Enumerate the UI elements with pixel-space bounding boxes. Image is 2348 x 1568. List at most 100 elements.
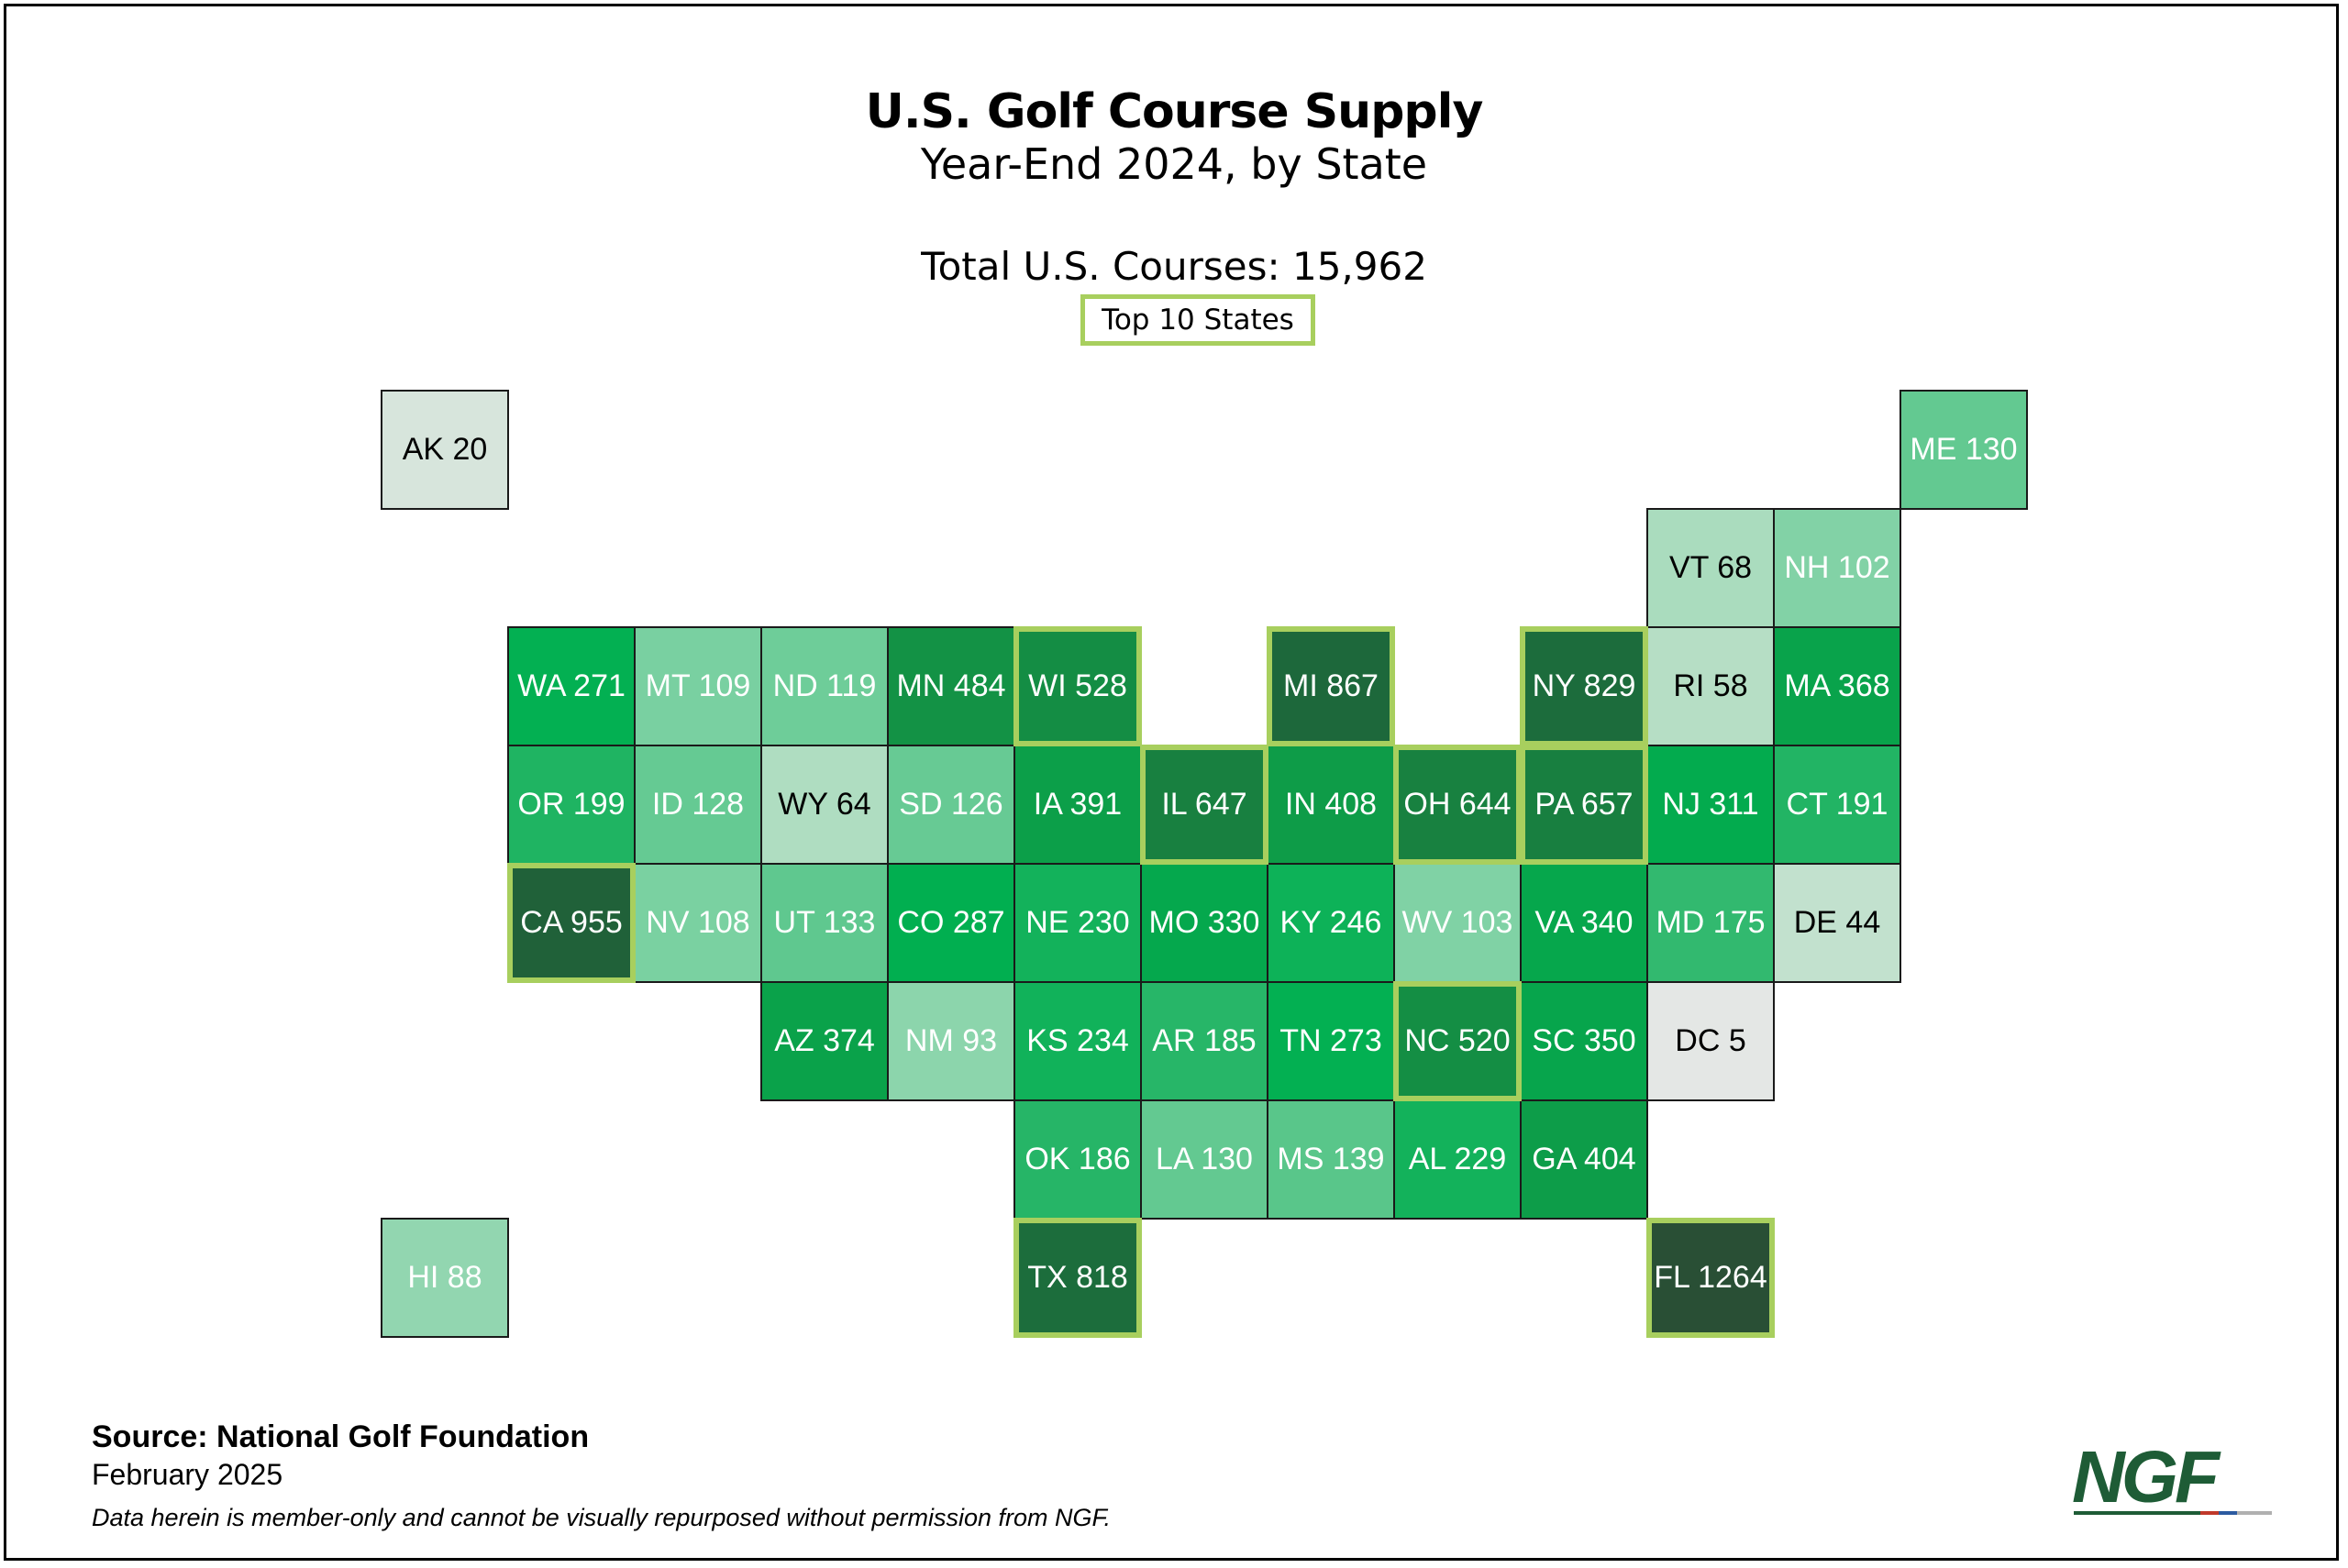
state-tile-ga: GA 404	[1520, 1099, 1648, 1220]
state-tile-ms: MS 139	[1267, 1099, 1395, 1220]
state-tile-pa: PA 657	[1520, 745, 1648, 865]
state-label: OK 186	[1024, 1142, 1131, 1176]
state-tile-wy: WY 64	[760, 745, 889, 865]
state-tile-ia: IA 391	[1013, 745, 1142, 865]
state-label: ID 128	[651, 787, 745, 822]
source-date: February 2025	[92, 1458, 283, 1491]
state-label: MN 484	[896, 668, 1006, 703]
state-label: AR 185	[1152, 1023, 1257, 1058]
state-label: WI 528	[1028, 668, 1127, 703]
state-label: HI 88	[407, 1260, 482, 1295]
state-tile-wi: WI 528	[1013, 626, 1142, 746]
state-tile-tn: TN 273	[1267, 981, 1395, 1101]
state-tile-mo: MO 330	[1140, 863, 1268, 983]
state-tile-md: MD 175	[1646, 863, 1775, 983]
state-label: SC 350	[1532, 1023, 1636, 1058]
state-tile-nm: NM 93	[887, 981, 1015, 1101]
state-tile-ak: AK 20	[381, 390, 509, 510]
state-label: DC 5	[1675, 1023, 1746, 1058]
state-label: VA 340	[1534, 905, 1634, 940]
state-label: NM 93	[904, 1023, 998, 1058]
chart-subtitle: Year-End 2024, by State	[920, 139, 1428, 189]
state-tile-id: ID 128	[634, 745, 762, 865]
top10-legend-label: Top 10 States	[1102, 304, 1294, 337]
state-tile-nc: NC 520	[1393, 981, 1522, 1101]
state-tile-tx: TX 818	[1013, 1218, 1142, 1338]
state-label: AK 20	[402, 432, 488, 467]
state-label: PA 657	[1534, 787, 1634, 822]
state-tile-ut: UT 133	[760, 863, 889, 983]
state-tile-mn: MN 484	[887, 626, 1015, 746]
state-tile-nv: NV 108	[634, 863, 762, 983]
state-label: IL 647	[1161, 787, 1247, 822]
state-tile-ca: CA 955	[507, 863, 636, 983]
state-tile-la: LA 130	[1140, 1099, 1268, 1220]
state-label: KS 234	[1026, 1023, 1129, 1058]
state-tile-dc: DC 5	[1646, 981, 1775, 1101]
state-tile-il: IL 647	[1140, 745, 1268, 865]
state-tile-nd: ND 119	[760, 626, 889, 746]
state-tile-nj: NJ 311	[1646, 745, 1775, 865]
state-label: MS 139	[1277, 1142, 1385, 1176]
source-note: Source: National Golf Foundation	[92, 1419, 590, 1454]
state-tile-mt: MT 109	[634, 626, 762, 746]
state-tile-oh: OH 644	[1393, 745, 1522, 865]
state-label: AZ 374	[774, 1023, 875, 1058]
state-label: DE 44	[1793, 905, 1881, 940]
state-label: KY 246	[1279, 905, 1382, 940]
state-tile-ar: AR 185	[1140, 981, 1268, 1101]
state-tile-sd: SD 126	[887, 745, 1015, 865]
state-label: CT 191	[1786, 787, 1888, 822]
state-tile-ri: RI 58	[1646, 626, 1775, 746]
state-label: NY 829	[1532, 668, 1636, 703]
state-tile-ne: NE 230	[1013, 863, 1142, 983]
state-label: RI 58	[1673, 668, 1748, 703]
state-label: NH 102	[1784, 550, 1890, 585]
state-label: UT 133	[773, 905, 876, 940]
state-tile-wv: WV 103	[1393, 863, 1522, 983]
state-tile-in: IN 408	[1267, 745, 1395, 865]
state-label: ME 130	[1910, 432, 2018, 467]
state-tile-al: AL 229	[1393, 1099, 1522, 1220]
state-tile-de: DE 44	[1773, 863, 1901, 983]
state-label: CO 287	[897, 905, 1005, 940]
state-label: MI 867	[1283, 668, 1379, 703]
chart-title: U.S. Golf Course Supply	[865, 84, 1484, 139]
state-label: ND 119	[772, 668, 877, 703]
state-label: SD 126	[899, 787, 1003, 822]
state-label: IA 391	[1033, 787, 1123, 822]
state-label: NV 108	[646, 905, 750, 940]
state-label: OH 644	[1403, 787, 1512, 822]
state-tile-ky: KY 246	[1267, 863, 1395, 983]
disclaimer-note: Data herein is member-only and cannot be…	[92, 1504, 1112, 1531]
state-label: FL 1264	[1654, 1260, 1767, 1295]
state-label: AL 229	[1408, 1142, 1507, 1176]
state-label: LA 130	[1156, 1142, 1253, 1176]
state-tile-az: AZ 374	[760, 981, 889, 1101]
total-courses: Total U.S. Courses: 15,962	[921, 244, 1427, 289]
state-tile-sc: SC 350	[1520, 981, 1648, 1101]
state-label: GA 404	[1532, 1142, 1636, 1176]
top10-legend: Top 10 States	[1080, 294, 1315, 346]
state-label: NJ 311	[1662, 787, 1759, 822]
state-label: CA 955	[520, 905, 623, 940]
state-label: WA 271	[517, 668, 626, 703]
state-tile-vt: VT 68	[1646, 508, 1775, 628]
state-label: WV 103	[1401, 905, 1513, 940]
state-label: WY 64	[778, 787, 871, 822]
state-tile-ct: CT 191	[1773, 745, 1901, 865]
state-label: MO 330	[1148, 905, 1260, 940]
state-label: TN 273	[1279, 1023, 1382, 1058]
state-label: MA 368	[1784, 668, 1890, 703]
state-tile-ok: OK 186	[1013, 1099, 1142, 1220]
state-tile-hi: HI 88	[381, 1218, 509, 1338]
state-tile-or: OR 199	[507, 745, 636, 865]
state-label: MD 175	[1656, 905, 1766, 940]
state-tile-wa: WA 271	[507, 626, 636, 746]
state-tile-fl: FL 1264	[1646, 1218, 1775, 1338]
state-tile-me: ME 130	[1899, 390, 2028, 510]
state-tile-nh: NH 102	[1773, 508, 1901, 628]
state-label: IN 408	[1284, 787, 1378, 822]
state-tile-ma: MA 368	[1773, 626, 1901, 746]
